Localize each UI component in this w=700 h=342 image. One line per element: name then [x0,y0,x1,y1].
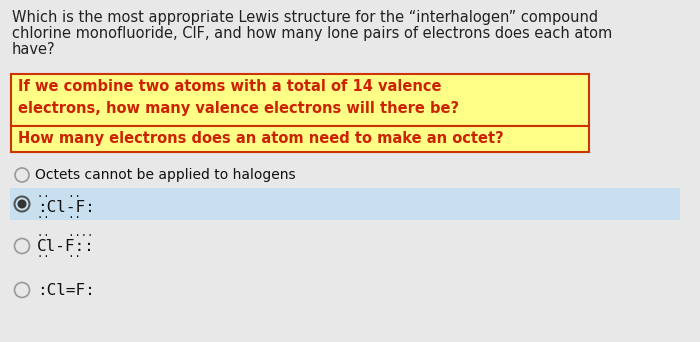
Text: If we combine two atoms with a total of 14 valence
electrons, how many valence e: If we combine two atoms with a total of … [18,79,459,116]
Text: ··   ··: ·· ·· [37,213,80,223]
Text: :Cl=F:: :Cl=F: [37,283,95,298]
Text: :Cl-F:: :Cl-F: [37,200,95,215]
Text: ··   ····: ·· ···· [37,231,93,241]
FancyBboxPatch shape [11,74,589,126]
Text: Octets cannot be applied to halogens: Octets cannot be applied to halogens [35,168,295,182]
Text: How many electrons does an atom need to make an octet?: How many electrons does an atom need to … [18,131,504,146]
FancyBboxPatch shape [10,188,680,220]
Text: Cl-F::: Cl-F:: [37,239,95,254]
Text: have?: have? [12,42,55,57]
Text: ··   ··: ·· ·· [37,252,80,262]
Text: Which is the most appropriate Lewis structure for the “interhalogen” compound: Which is the most appropriate Lewis stru… [12,10,598,25]
Text: chlorine monofluoride, ClF, and how many lone pairs of electrons does each atom: chlorine monofluoride, ClF, and how many… [12,26,612,41]
Ellipse shape [18,199,27,209]
Text: ··   ··: ·· ·· [37,192,80,202]
FancyBboxPatch shape [11,126,589,152]
